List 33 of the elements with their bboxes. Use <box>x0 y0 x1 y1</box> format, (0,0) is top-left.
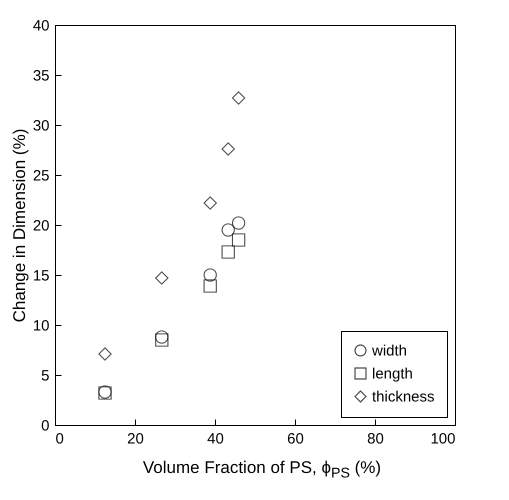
y-tick-label: 40 <box>32 18 50 34</box>
point <box>204 196 217 210</box>
x-tick-label: 20 <box>127 430 144 448</box>
y-tick-label: 15 <box>32 268 50 284</box>
y-tick-label: 20 <box>32 218 50 234</box>
point <box>155 333 168 347</box>
y-axis-title: Change in Dimension (%) <box>10 128 29 322</box>
point <box>155 330 168 344</box>
legend-label: length <box>372 366 413 382</box>
point <box>98 347 112 361</box>
x-tick-label: 100 <box>430 430 456 448</box>
legend-label: thickness <box>372 388 435 406</box>
point <box>232 233 246 247</box>
y-tick-label: 0 <box>41 418 50 434</box>
x-tick-label: 0 <box>56 430 64 448</box>
point <box>222 245 235 259</box>
point <box>204 268 217 282</box>
y-tick-label: 10 <box>32 318 50 334</box>
x-tick-label: 80 <box>367 430 384 448</box>
y-tick-label: 25 <box>32 168 50 184</box>
x-axis-title: Volume Fraction of PS, ϕ$_{PS}$ (%) <box>142 458 382 482</box>
y-tick-label: 30 <box>32 118 50 134</box>
point <box>222 223 235 237</box>
x-tick-label: 40 <box>207 430 224 448</box>
legend-label: width <box>371 342 408 360</box>
point <box>155 271 168 285</box>
point <box>232 216 246 230</box>
y-tick-label: 35 <box>32 68 50 84</box>
y-tick-label: 5 <box>41 368 50 384</box>
point <box>232 91 246 105</box>
point <box>204 279 217 293</box>
point <box>222 142 235 156</box>
x-tick-label: 60 <box>287 430 304 448</box>
